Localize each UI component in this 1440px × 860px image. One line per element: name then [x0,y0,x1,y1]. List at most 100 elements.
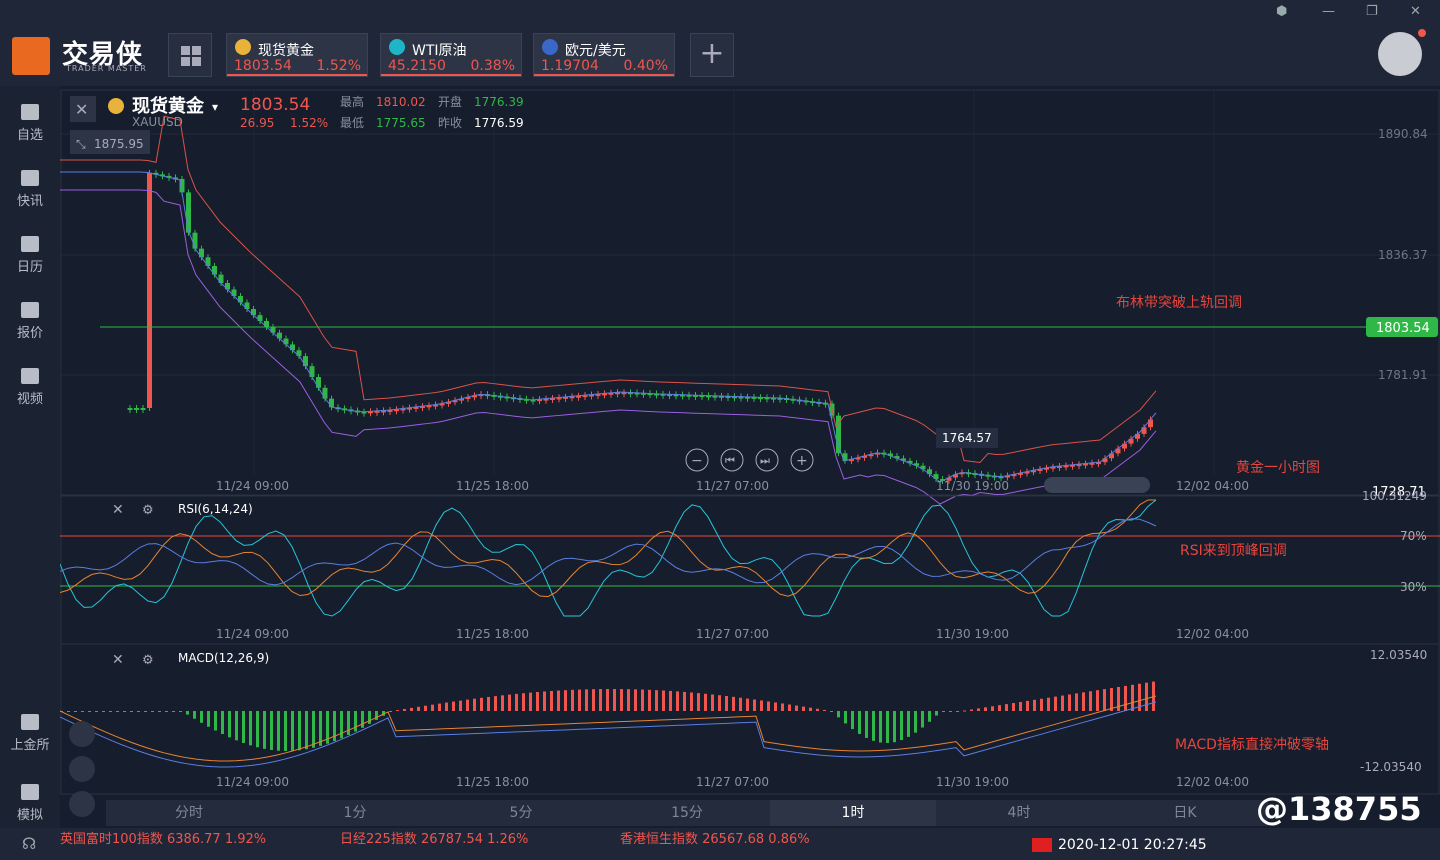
headset-icon[interactable]: ☊ [22,834,37,853]
period-tab-1[interactable]: 1分 [272,800,438,826]
candle [374,410,380,413]
candle [1037,469,1043,471]
macd-dif-line [59,695,1157,762]
zoom-in-button[interactable] [790,448,814,472]
candle [732,396,737,399]
y-tick-label: 1781.91 [1378,368,1428,382]
rsi-line-24 [59,518,1157,586]
candle [771,397,776,400]
index-ticker-3: 香港恒生指数 26567.68 0.86% [620,832,810,847]
skin-icon[interactable]: ⬢ [1276,4,1288,19]
candle [147,172,152,408]
candle [290,344,295,351]
macd-bar [228,711,231,738]
ticker-price: 1803.54 [234,58,292,74]
candle [719,395,724,398]
macd-bar [697,693,700,711]
sidebar-item-watchlist[interactable]: 自选 [0,96,60,152]
close-button[interactable]: ✕ [1410,4,1421,19]
period-tab-5[interactable]: 4时 [936,800,1102,826]
gold-coin-icon [235,39,251,55]
period-tab-3[interactable]: 15分 [604,800,770,826]
candle [296,350,302,357]
zoom-controls: − ⏮ ⏭ + [685,448,814,472]
candle [621,392,627,395]
candle [368,411,373,414]
candle [244,302,250,309]
sidebar-item-video[interactable]: 视频 [0,360,60,416]
macd-bar [669,690,672,711]
layout-grid-button[interactable] [168,33,212,77]
ticker-gold[interactable]: 现货黄金 1803.54 1.52% [226,33,368,77]
macd-bar [291,711,294,751]
sidebar-item-simulate[interactable]: 模拟 [0,776,60,832]
candle [1102,458,1108,463]
sidebar-item-quotes[interactable]: 报价 [0,294,60,350]
candle [875,452,880,455]
candle [556,397,562,400]
period-tab-0[interactable]: 分时 [106,800,272,826]
macd-bar [949,711,952,712]
macd-bar [389,711,392,712]
zoom-out-button[interactable] [685,448,709,472]
macd-bar [438,703,441,711]
candle [842,453,848,461]
sidebar-item-news[interactable]: 快讯 [0,162,60,218]
candle [764,397,770,400]
candle [387,410,393,412]
close-chart-button[interactable] [70,96,96,122]
macd-bar [242,711,245,744]
draw-tool-button[interactable] [69,756,95,782]
skip-forward-button[interactable] [755,448,779,472]
macd-bar [88,711,91,712]
macd-bar [1005,704,1008,711]
period-tab-2[interactable]: 5分 [438,800,604,826]
candle [998,476,1004,479]
exchange-icon [21,714,39,730]
macd-bar [466,699,469,711]
plus-icon: + [796,453,808,469]
candle [1083,463,1088,466]
status-bar: ☊ 英国富时100指数 6386.77 1.92% 日经225指数 26787.… [0,828,1440,860]
candle [634,392,640,395]
candle [1135,433,1140,439]
sidebar-item-exchange[interactable]: 上金所 [0,706,60,762]
minimize-button[interactable]: — [1322,4,1335,19]
period-tab-6[interactable]: 日K [1102,800,1268,826]
avatar[interactable] [1378,32,1422,76]
candle [1122,443,1127,449]
macd-bar [214,711,217,731]
candle [712,395,718,398]
chart-type-button[interactable] [69,791,95,817]
macd-bar [1019,701,1022,711]
macd-bar [1061,695,1064,711]
candle [953,474,958,478]
maximize-button[interactable]: ❐ [1366,4,1378,19]
macd-bar [900,711,903,741]
add-ticker-button[interactable]: + [690,33,734,77]
indicator-tool-button[interactable] [69,721,95,747]
macd-bar [711,694,714,711]
macd-bar [935,711,938,716]
period-tab-4[interactable]: 1时 [770,800,936,826]
scroll-handle[interactable] [1044,477,1150,493]
candle [322,387,328,399]
logo-text: 交易侠 [62,40,144,70]
ticker-eurusd[interactable]: 欧元/美元 1.19704 0.40% [533,33,675,77]
macd-bar [753,699,756,711]
macd-bar [907,711,910,737]
macd-bar [851,711,854,730]
skip-back-button[interactable] [720,448,744,472]
macd-bar [200,711,203,723]
candle [238,296,243,303]
sidebar-label: 上金所 [10,738,50,753]
ticker-wti[interactable]: WTI原油 45.2150 0.38% [380,33,522,77]
candle [309,366,315,377]
chart-area[interactable]: ✕ 现货黄金 ▾ XAUUSD 1803.54 26.95 1.52% 最高 1… [59,86,1440,828]
news-icon [21,170,39,186]
macd-bar [739,697,742,711]
low-value: 1775.65 [376,116,426,130]
sidebar-item-calendar[interactable]: 日历 [0,228,60,284]
macd-bar [340,711,343,739]
macd-bar [725,696,728,711]
